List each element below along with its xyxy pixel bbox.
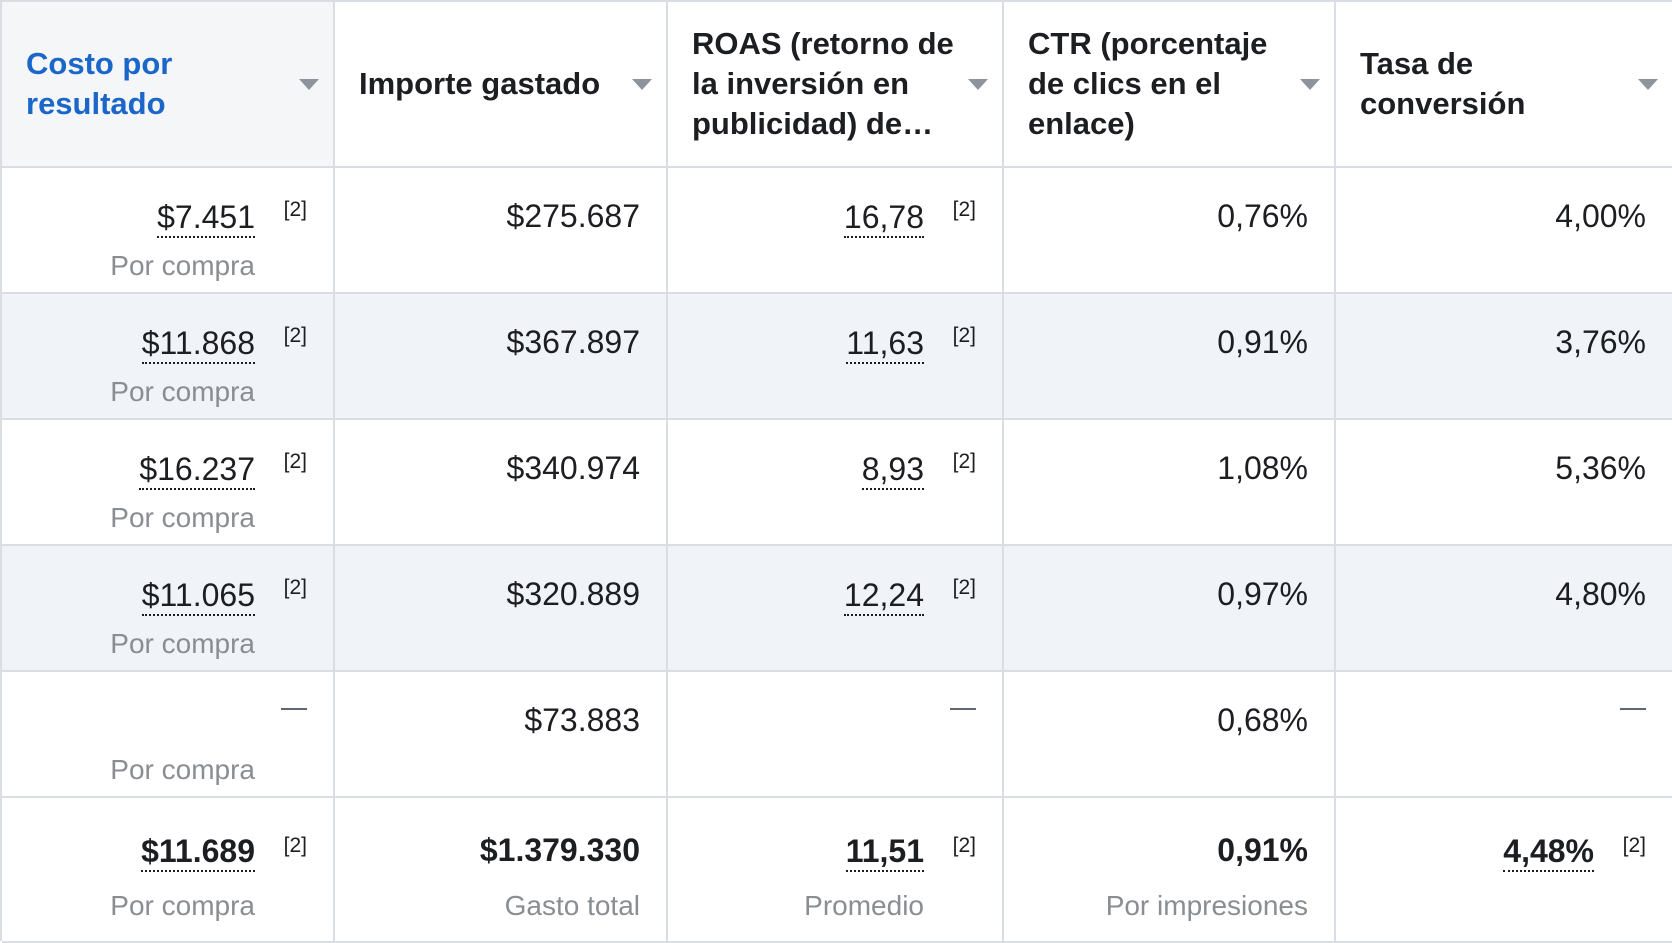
total-cost-value[interactable]: $11.689 <box>141 832 255 872</box>
ctr-value: 0,68% <box>1217 702 1308 738</box>
total-roas-value[interactable]: 11,51 <box>845 832 924 872</box>
table-row-spent-cell: $73.883 <box>335 672 668 798</box>
sort-caret-icon[interactable] <box>632 78 652 90</box>
table-row-cost-cell: $16.237 [2] Por compra <box>2 420 335 546</box>
total-spent-value: $1.379.330 <box>479 832 640 868</box>
spent-value: $275.687 <box>506 198 640 234</box>
column-header-label: ROAS (retorno de la inversión en publici… <box>692 26 954 141</box>
roas-value[interactable]: 16,78 <box>843 198 924 238</box>
result-sublabel: Por compra <box>110 754 255 785</box>
cost-value[interactable]: $16.237 <box>139 450 255 490</box>
table-row-ctr-cell: 0,76% <box>1004 168 1336 294</box>
table-row-cost-cell: $11.868 [2] Por compra <box>2 294 335 420</box>
column-header-label: Importe gastado <box>359 66 601 101</box>
table-row-spent-cell: $340.974 <box>335 420 668 546</box>
table-row-conv-cell: 5,36% <box>1336 420 1672 546</box>
spent-value: $367.897 <box>506 324 640 360</box>
sort-caret-icon[interactable] <box>968 78 988 90</box>
ctr-value: 1,08% <box>1217 450 1308 486</box>
totals-roas-cell: 11,51 [2] Promedio <box>668 798 1004 943</box>
result-sublabel: Por compra <box>110 376 255 407</box>
table-row-conv-cell: 3,76% <box>1336 294 1672 420</box>
ctr-value: 0,91% <box>1217 324 1308 360</box>
table-row-conv-cell: 4,00% <box>1336 168 1672 294</box>
result-sublabel: Por compra <box>110 502 255 533</box>
column-header-label: CTR (porcentaje de clics en el enlace) <box>1028 26 1268 141</box>
table-row-roas-cell: 8,93 [2] <box>668 420 1004 546</box>
ctr-value: 0,97% <box>1217 576 1308 612</box>
total-conversion-value[interactable]: 4,48% <box>1503 832 1594 872</box>
spent-value: $340.974 <box>506 450 640 486</box>
table-row-ctr-cell: 0,97% <box>1004 546 1336 672</box>
footnote-marker: [2] <box>283 834 307 857</box>
ctr-value: 0,76% <box>1217 198 1308 234</box>
table-row-spent-cell: $275.687 <box>335 168 668 294</box>
total-ctr-sublabel: Por impresiones <box>1105 890 1308 921</box>
cost-value[interactable]: $11.868 <box>141 324 255 364</box>
spent-value: $320.889 <box>506 576 640 612</box>
footnote-marker: [2] <box>283 198 307 221</box>
sort-caret-icon[interactable] <box>1638 78 1658 90</box>
totals-spent-cell: $1.379.330 Gasto total <box>335 798 668 943</box>
conversion-value: 4,80% <box>1555 576 1646 612</box>
column-header-amount-spent[interactable]: Importe gastado <box>335 2 668 168</box>
cost-value[interactable]: $7.451 <box>157 198 255 238</box>
table-row-ctr-cell: 1,08% <box>1004 420 1336 546</box>
table-row-cost-cell: $7.451 [2] Por compra <box>2 168 335 294</box>
table-row-conv-cell: 4,80% <box>1336 546 1672 672</box>
empty-dash <box>950 708 976 710</box>
column-header-label: Tasa de conversión <box>1360 46 1526 121</box>
column-header-conversion-rate[interactable]: Tasa de conversión <box>1336 2 1672 168</box>
table-row-spent-cell: $367.897 <box>335 294 668 420</box>
result-sublabel: Por compra <box>110 628 255 659</box>
table-row-roas-cell: 16,78 [2] <box>668 168 1004 294</box>
table-row-roas-cell <box>668 672 1004 798</box>
roas-value[interactable]: 11,63 <box>846 324 924 364</box>
table-row-roas-cell: 12,24 [2] <box>668 546 1004 672</box>
column-header-label: Costo por resultado <box>26 46 173 121</box>
sort-caret-icon[interactable] <box>1300 78 1320 90</box>
totals-ctr-cell: 0,91% Por impresiones <box>1004 798 1336 943</box>
table-row-roas-cell: 11,63 [2] <box>668 294 1004 420</box>
column-header-cost-per-result[interactable]: Costo por resultado <box>2 2 335 168</box>
table-row-ctr-cell: 0,68% <box>1004 672 1336 798</box>
column-header-ctr[interactable]: CTR (porcentaje de clics en el enlace) <box>1004 2 1336 168</box>
roas-value[interactable]: 8,93 <box>861 450 924 490</box>
footnote-marker: [2] <box>952 324 976 347</box>
footnote-marker: [2] <box>283 450 307 473</box>
total-roas-sublabel: Promedio <box>804 890 924 921</box>
roas-value[interactable]: 12,24 <box>843 576 924 616</box>
footnote-marker: [2] <box>952 834 976 857</box>
totals-conv-cell: 4,48% [2] <box>1336 798 1672 943</box>
footnote-marker: [2] <box>952 198 976 221</box>
column-header-roas[interactable]: ROAS (retorno de la inversión en publici… <box>668 2 1004 168</box>
table-row-spent-cell: $320.889 <box>335 546 668 672</box>
total-cost-sublabel: Por compra <box>110 890 255 921</box>
result-sublabel: Por compra <box>110 250 255 281</box>
total-ctr-value: 0,91% <box>1217 832 1308 868</box>
table-row-cost-cell: $11.065 [2] Por compra <box>2 546 335 672</box>
footnote-marker: [2] <box>283 324 307 347</box>
footnote-marker: [2] <box>283 576 307 599</box>
totals-cost-cell: $11.689 [2] Por compra <box>2 798 335 943</box>
cost-value[interactable]: $11.065 <box>141 576 255 616</box>
conversion-value: 5,36% <box>1555 450 1646 486</box>
footnote-marker: [2] <box>952 576 976 599</box>
conversion-value: 4,00% <box>1555 198 1646 234</box>
conversion-value: 3,76% <box>1555 324 1646 360</box>
table-row-cost-cell: Por compra <box>2 672 335 798</box>
footnote-marker: [2] <box>1622 834 1646 857</box>
empty-dash <box>1620 708 1646 710</box>
table-row-ctr-cell: 0,91% <box>1004 294 1336 420</box>
empty-dash <box>281 708 307 710</box>
footnote-marker: [2] <box>952 450 976 473</box>
spent-value: $73.883 <box>524 702 640 738</box>
total-spent-sublabel: Gasto total <box>504 890 640 921</box>
sort-caret-icon[interactable] <box>299 78 319 90</box>
table-row-conv-cell <box>1336 672 1672 798</box>
